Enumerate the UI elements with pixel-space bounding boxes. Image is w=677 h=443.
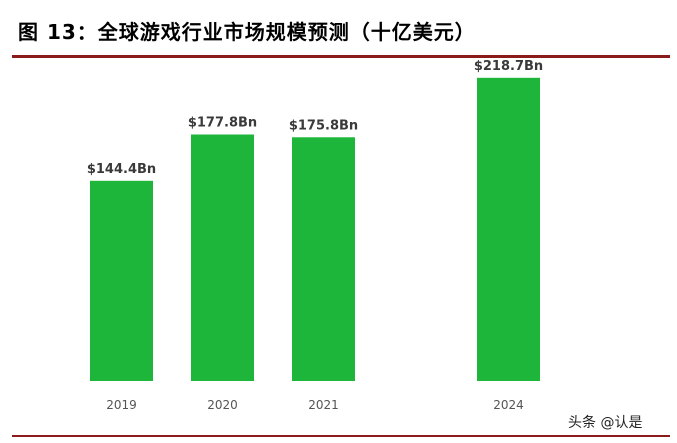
- x-tick-label-2024: 2024: [493, 398, 524, 412]
- chart-title: 图 13：全球游戏行业市场规模预测（十亿美元）: [18, 20, 476, 44]
- bar-2024: [477, 77, 540, 381]
- x-tick-label-2021: 2021: [308, 398, 339, 412]
- bottom-divider: [12, 435, 670, 437]
- data-label-2019: $144.4Bn: [87, 162, 156, 177]
- data-label-2020: $177.8Bn: [188, 116, 257, 131]
- bar-2021: [292, 137, 355, 381]
- watermark: 头条 @认是: [568, 415, 643, 431]
- bar-2019: [90, 180, 153, 381]
- x-tick-label-2020: 2020: [207, 398, 238, 412]
- x-tick-label-2019: 2019: [106, 398, 137, 412]
- data-label-2024: $218.7Bn: [474, 59, 543, 74]
- bar-2020: [191, 134, 254, 381]
- title-divider: [12, 55, 670, 58]
- data-label-2021: $175.8Bn: [289, 118, 358, 133]
